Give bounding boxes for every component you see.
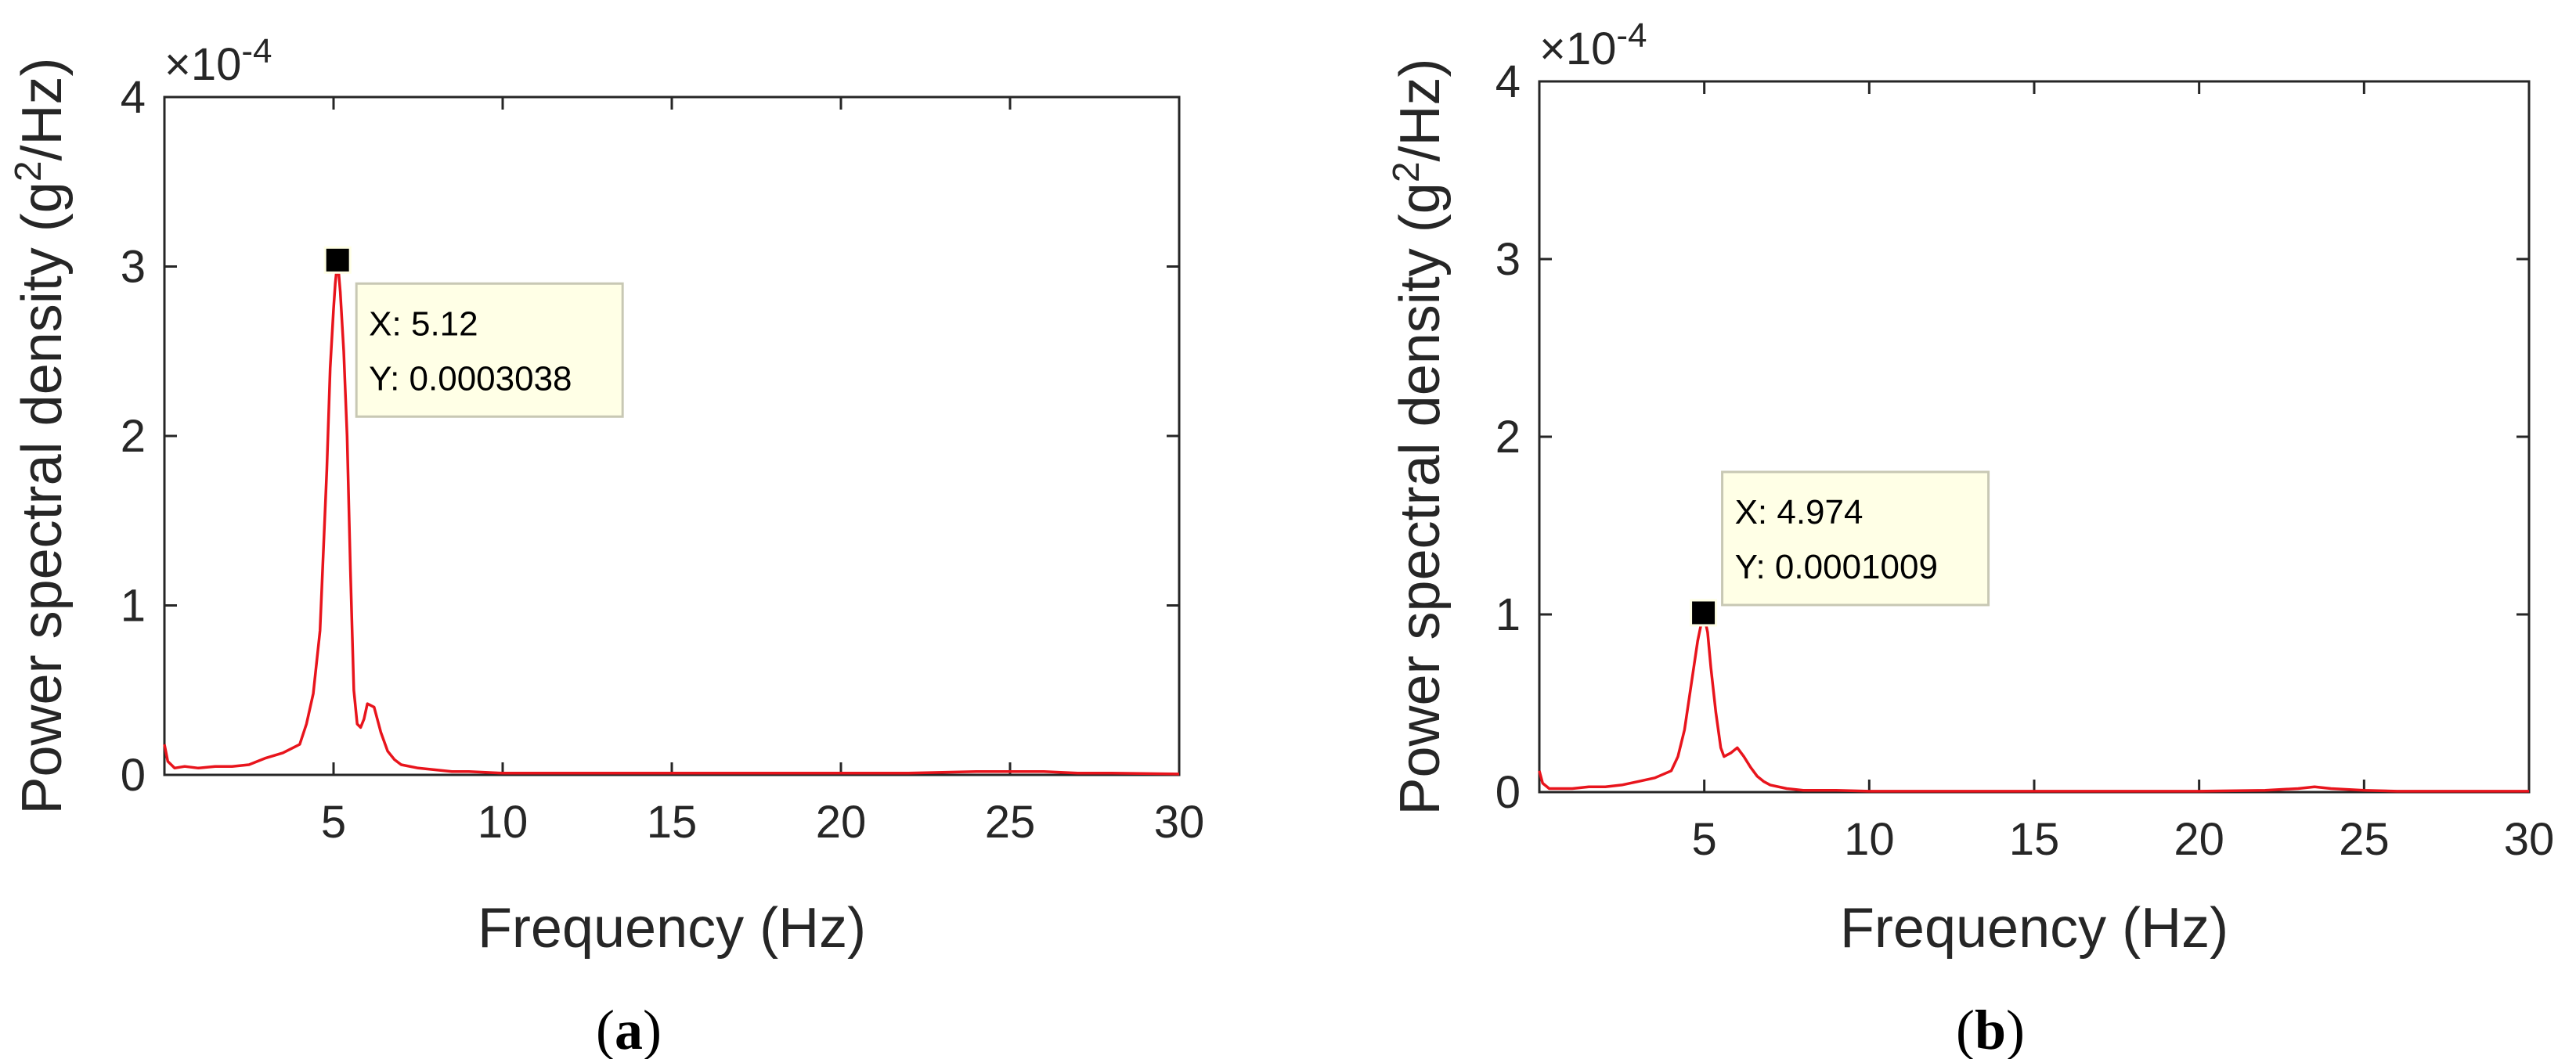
panel-label: (a) xyxy=(596,999,662,1059)
y-exponent-power: -4 xyxy=(241,32,272,70)
panel-label-letter: a xyxy=(615,999,643,1059)
y-tick-label: 2 xyxy=(121,411,146,462)
y-tick-label: 0 xyxy=(1495,767,1521,818)
x-axis-label: Frequency (Hz) xyxy=(478,897,866,960)
y-tick-label: 0 xyxy=(121,750,146,801)
y-tick-label: 4 xyxy=(121,72,146,123)
panel-label-open: ( xyxy=(1956,999,1975,1059)
datatip-x-label: X: 4.974 xyxy=(1735,493,1863,531)
x-tick-label: 20 xyxy=(816,797,867,848)
datatip-y-label: Y: 0.0001009 xyxy=(1735,548,1938,586)
y-exponent-power: -4 xyxy=(1616,16,1647,55)
plot-area xyxy=(163,95,1181,776)
y-tick-label: 3 xyxy=(1495,234,1521,285)
datatip-y-label: Y: 0.0003038 xyxy=(369,359,572,398)
y-axis-label-unit: /Hz) xyxy=(1389,58,1452,161)
series-line xyxy=(163,258,1180,776)
datatip-box xyxy=(1721,470,1990,607)
panel-label: (b) xyxy=(1956,999,2025,1059)
datatip-box xyxy=(355,282,624,418)
y-exponent-label: ×10-4 xyxy=(164,32,272,90)
y-tick-label: 3 xyxy=(121,242,146,293)
y-axis-label-text: Power spectral density (g xyxy=(1389,182,1452,815)
panel-label-close: ) xyxy=(643,999,662,1059)
y-axis-label: Power spectral density (g2/Hz) xyxy=(1386,58,1452,815)
x-tick-label: 15 xyxy=(647,797,698,848)
x-tick-label: 25 xyxy=(985,797,1036,848)
series-line xyxy=(1538,611,2529,793)
plot-area xyxy=(1538,80,2531,794)
x-tick-label: 5 xyxy=(1692,814,1717,865)
y-axis-label-unit: /Hz) xyxy=(11,57,74,160)
x-tick-label: 30 xyxy=(2504,814,2555,865)
chart-panel-a: 5 10 15 20 25 30 0 1 2 3 4 ×10-4 Frequency (Hz) Power… xyxy=(8,32,1204,1059)
y-tick-label: 1 xyxy=(1495,589,1521,640)
x-tick-label: 20 xyxy=(2174,814,2224,865)
y-exponent-base: ×10 xyxy=(1539,23,1616,74)
x-tick-label: 10 xyxy=(478,797,529,848)
panel-label-close: ) xyxy=(2006,999,2025,1059)
x-tick-label: 15 xyxy=(2009,814,2060,865)
x-tick-label: 10 xyxy=(1844,814,1895,865)
y-axis-label-text: Power spectral density (g xyxy=(11,182,74,814)
y-exponent-label: ×10-4 xyxy=(1539,16,1647,74)
datatip-marker[interactable] xyxy=(323,246,352,274)
x-tick-label: 25 xyxy=(2339,814,2390,865)
datatip-x-label: X: 5.12 xyxy=(369,304,478,343)
x-tick-label: 5 xyxy=(321,797,346,848)
y-axis-label-superscript: 2 xyxy=(8,160,49,182)
panel-label-open: ( xyxy=(596,999,615,1059)
y-axis-label: Power spectral density (g2/Hz) xyxy=(8,57,74,814)
y-tick-label: 2 xyxy=(1495,412,1521,463)
y-tick-label: 1 xyxy=(121,581,146,632)
panel-label-letter: b xyxy=(1975,999,2006,1059)
y-tick-label: 4 xyxy=(1495,56,1521,107)
y-exponent-base: ×10 xyxy=(164,39,241,90)
y-axis-label-superscript: 2 xyxy=(1386,161,1427,182)
chart-panel-b: 5 10 15 20 25 30 0 1 2 3 4 ×10-4 Frequency (Hz) Power… xyxy=(1386,16,2554,1059)
datatip-marker[interactable] xyxy=(1690,599,1718,627)
x-tick-label: 30 xyxy=(1154,797,1205,848)
x-axis-label: Frequency (Hz) xyxy=(1840,897,2228,960)
